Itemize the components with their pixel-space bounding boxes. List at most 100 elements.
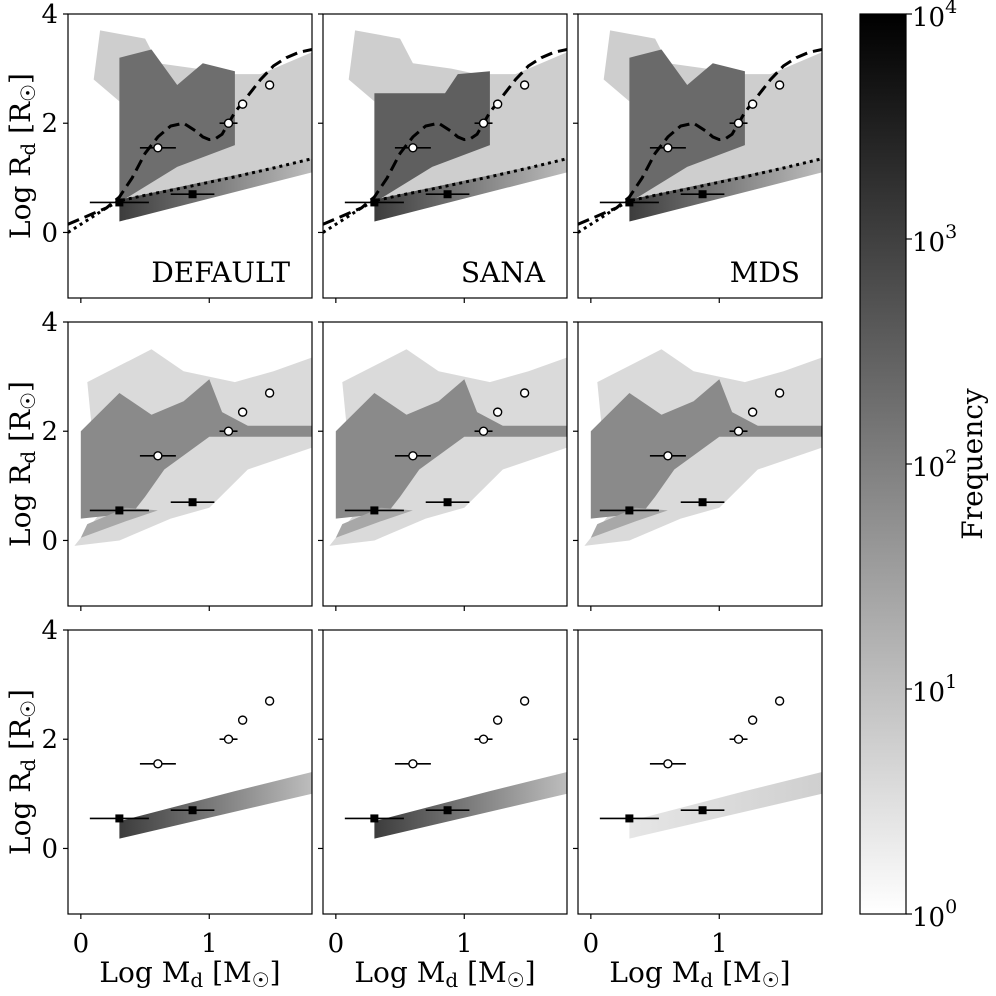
x-tick-label: 0 — [583, 929, 600, 959]
panel-r2-default: 0 2 4 — [41, 308, 313, 611]
observed-point-open — [264, 388, 275, 398]
observed-point-filled — [443, 806, 452, 815]
observed-point-filled — [443, 498, 452, 507]
x-axis-label: Log Md [M☉] — [609, 956, 790, 992]
observed-point-filled — [625, 814, 634, 823]
y-axis-label: Log Rd [R☉] — [4, 689, 40, 855]
observed-point-open — [408, 759, 418, 769]
dotted-curve — [68, 157, 312, 234]
panel-r1-sana: SANA — [318, 13, 568, 303]
observed-point-open — [774, 80, 785, 90]
panel-frame — [577, 13, 823, 299]
colorbar: 100 101 102 103 104 Frequency — [859, 0, 989, 933]
observed-point-filled — [188, 806, 197, 815]
x-tick-label: 1 — [456, 929, 473, 959]
panel-label-sana: SANA — [461, 256, 546, 289]
density-region-low — [80, 507, 158, 538]
observed-point-open — [663, 759, 673, 769]
panel-label-mds: MDS — [730, 256, 800, 289]
density-region-dark — [80, 379, 312, 519]
dotted-curve — [323, 157, 567, 234]
colorbar-tick-label: 103 — [912, 221, 957, 258]
observed-point-open — [223, 118, 234, 128]
x-tick-label: 1 — [711, 929, 728, 959]
observed-point-open — [478, 118, 489, 128]
observed-point-open — [747, 99, 758, 109]
density-band — [629, 772, 822, 839]
observed-point-open — [408, 143, 418, 153]
y-tick-label: 2 — [41, 417, 58, 447]
panel-r2-mds — [573, 321, 823, 611]
y-tick-label: 4 — [41, 616, 58, 646]
observed-point-filled — [188, 498, 197, 507]
observed-point-open — [747, 407, 758, 417]
observed-point-open — [774, 696, 785, 706]
observed-point-open — [478, 734, 489, 744]
y-tick-label: 0 — [41, 218, 58, 248]
observed-point-open — [519, 388, 530, 398]
observed-point-open — [519, 80, 530, 90]
observed-point-open — [492, 715, 503, 725]
panel-frame — [577, 629, 823, 915]
observed-point-open — [237, 407, 248, 417]
x-axis-label: Log Md [M☉] — [99, 956, 280, 992]
colorbar-label: Frequency — [956, 388, 989, 540]
density-heatmap — [374, 772, 567, 839]
y-tick-label: 2 — [41, 725, 58, 755]
observed-point-filled — [698, 190, 707, 199]
observed-point-filled — [115, 506, 124, 515]
y-tick-label: 4 — [41, 0, 58, 30]
axis-labels-layer: Log Md [M☉] Log Md [M☉] Log Md [M☉] Log Rd … — [4, 73, 791, 992]
panel-frame — [577, 321, 823, 607]
density-heatmap — [629, 772, 822, 839]
observed-point-open — [733, 426, 744, 436]
y-tick-label: 0 — [41, 834, 58, 864]
observed-point-filled — [443, 190, 452, 199]
x-axis-label: Log Md [M☉] — [354, 956, 535, 992]
observed-point-filled — [115, 814, 124, 823]
panel-r2-sana — [318, 321, 568, 611]
observed-point-open — [408, 451, 418, 461]
colorbar-tick-label: 102 — [912, 446, 957, 483]
colorbar-tick-label: 104 — [912, 0, 957, 33]
observed-point-filled — [698, 806, 707, 815]
observed-point-open — [519, 696, 530, 706]
density-heatmap — [329, 349, 567, 546]
observed-point-filled — [188, 190, 197, 199]
observed-point-open — [774, 388, 785, 398]
observed-point-open — [492, 99, 503, 109]
observed-point-open — [153, 759, 163, 769]
panel-r1-default: 0 2 4 DEFAULT — [41, 0, 313, 303]
observed-point-open — [747, 715, 758, 725]
density-heatmap — [74, 349, 312, 546]
observed-point-filled — [625, 506, 634, 515]
observed-point-open — [478, 426, 489, 436]
observed-point-open — [663, 143, 673, 153]
density-band — [119, 158, 312, 222]
panel-frame — [322, 629, 568, 915]
density-band — [629, 158, 822, 222]
density-region-dark — [590, 379, 822, 519]
y-tick-label: 2 — [41, 109, 58, 139]
observed-point-open — [153, 143, 163, 153]
observed-point-open — [237, 99, 248, 109]
observed-point-open — [264, 696, 275, 706]
observed-point-filled — [625, 198, 634, 207]
observed-point-filled — [370, 506, 379, 515]
panel-r1-mds: MDS — [573, 13, 823, 303]
panel-frame — [322, 13, 568, 299]
density-heatmap — [119, 772, 312, 839]
colorbar-gradient — [859, 13, 907, 915]
density-region-dark — [335, 379, 567, 519]
density-region-low — [335, 507, 413, 538]
density-region-dark — [374, 71, 490, 203]
observed-point-filled — [370, 814, 379, 823]
panel-r3-default: 0 1 0 2 4 — [41, 616, 313, 959]
density-band — [374, 158, 567, 222]
density-heatmap — [68, 30, 312, 234]
panel-label-default: DEFAULT — [151, 256, 290, 289]
density-heatmap — [584, 349, 822, 546]
